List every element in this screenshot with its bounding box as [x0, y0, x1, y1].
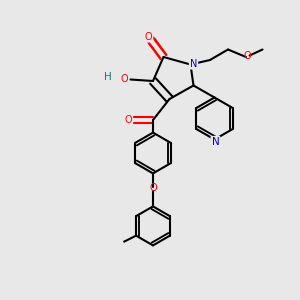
Text: N: N [212, 137, 219, 147]
Text: O: O [120, 74, 128, 85]
Text: N: N [190, 58, 197, 69]
Text: O: O [244, 51, 252, 61]
Text: O: O [145, 32, 152, 42]
Text: O: O [124, 115, 132, 125]
Text: H: H [104, 71, 112, 82]
Text: O: O [150, 183, 158, 193]
